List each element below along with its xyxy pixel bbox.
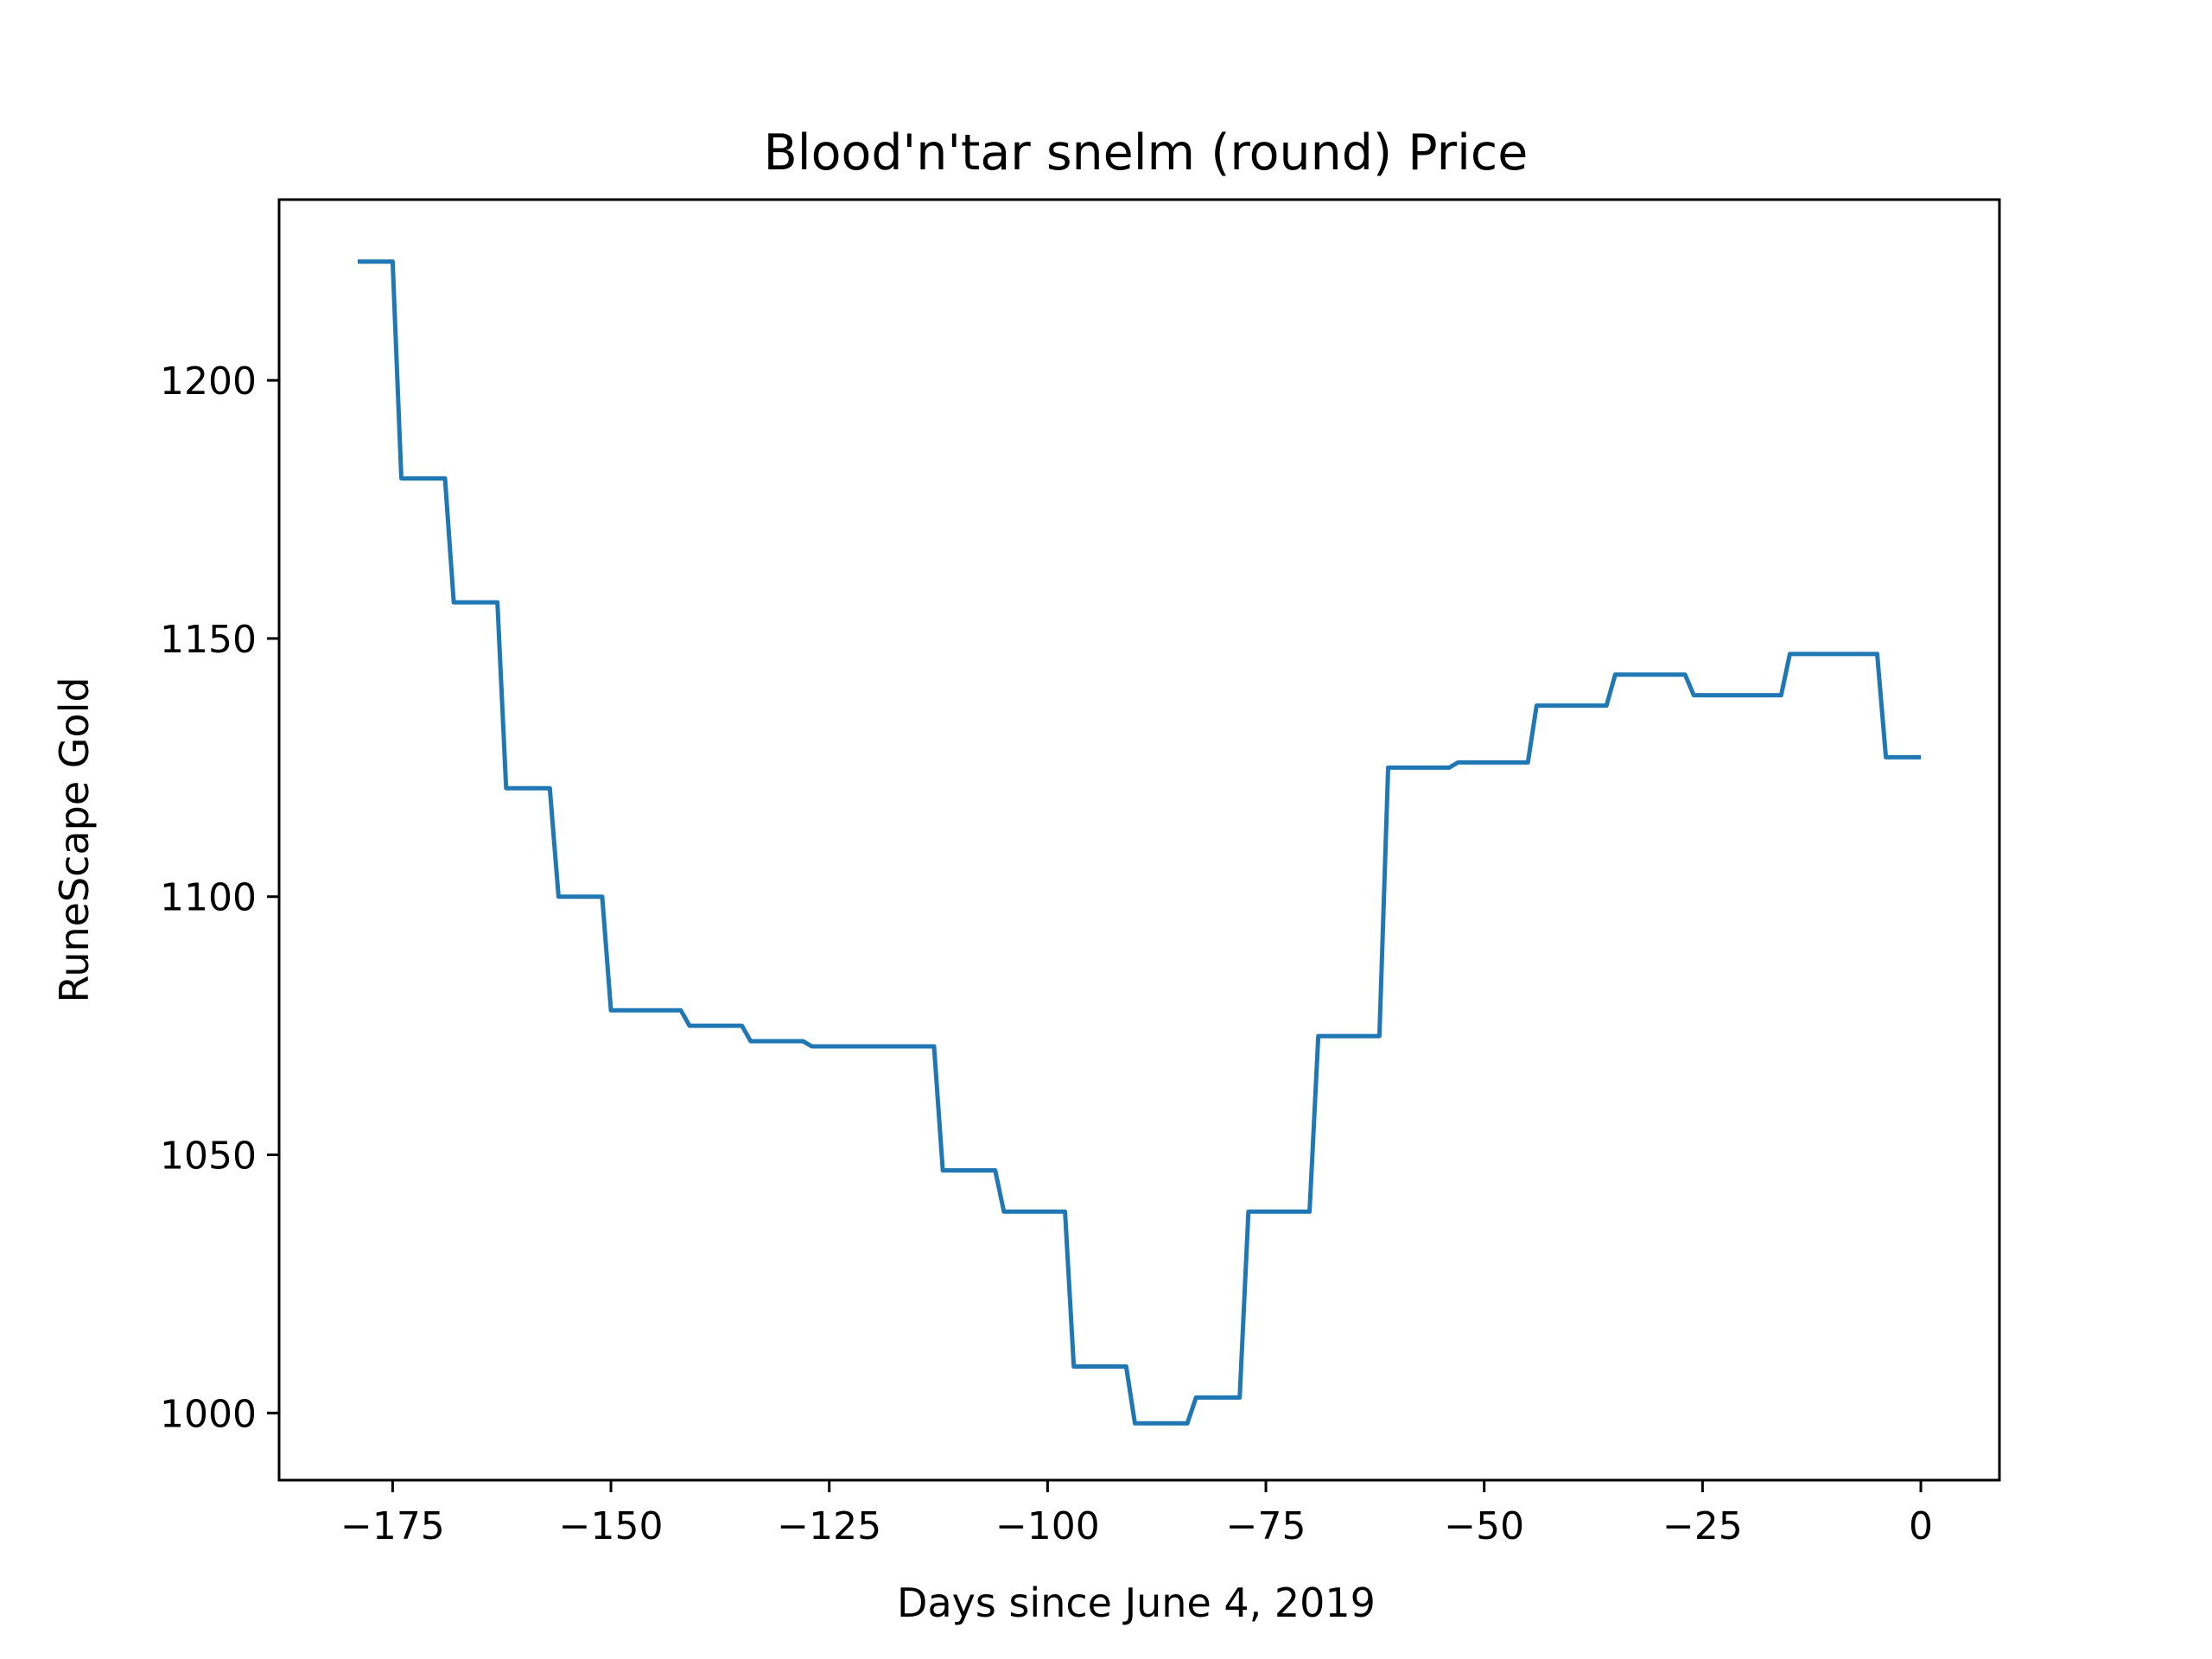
x-tick-label: −50	[1444, 1504, 1524, 1548]
x-tick-label: 0	[1909, 1504, 1933, 1548]
y-tick-label: 1000	[160, 1392, 257, 1436]
x-tick-label: −175	[340, 1504, 445, 1548]
y-axis-ticks: 1000 1050 1100 1150 1200	[160, 359, 279, 1436]
y-tick-label: 1050	[160, 1135, 257, 1179]
x-tick-label: −75	[1226, 1504, 1306, 1548]
price-series-line	[357, 259, 1922, 1426]
x-axis-label: Days since June 4, 2019	[897, 1580, 1376, 1626]
plot-frame	[277, 198, 2001, 1482]
x-tick-label: −125	[777, 1504, 881, 1548]
y-tick-label: 1150	[160, 618, 257, 662]
y-axis-label: RuneScape Gold	[51, 677, 98, 1002]
x-tick-label: −100	[995, 1504, 1100, 1548]
x-axis-ticks: −175 −150 −125 −100 −75 −50 −25 0	[340, 1480, 1933, 1548]
chart-title: Blood'n'tar snelm (round) Price	[764, 124, 1529, 181]
y-tick-label: 1200	[160, 359, 257, 404]
y-tick-label: 1100	[160, 876, 257, 920]
x-tick-label: −150	[559, 1504, 664, 1548]
x-tick-label: −25	[1662, 1504, 1743, 1548]
series-layer	[357, 259, 1922, 1426]
